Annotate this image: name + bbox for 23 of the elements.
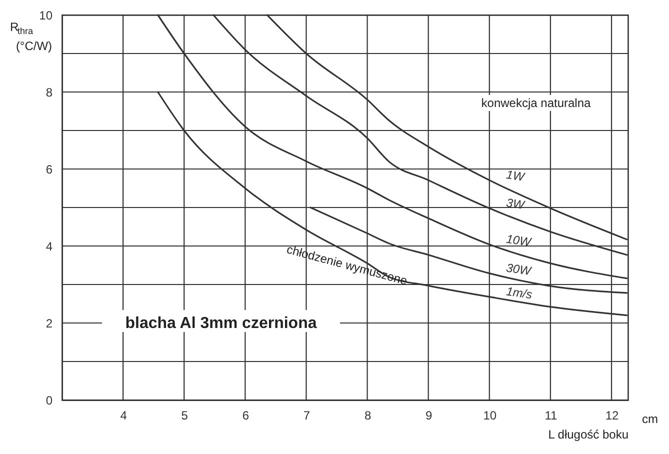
x-tick-label: 6: [242, 408, 250, 422]
annotation: blacha Al 3mm czerniona: [125, 315, 317, 332]
y-tick-label: 6: [46, 162, 53, 176]
x-tick-label: 4: [120, 408, 128, 422]
x-axis-title: L długość boku: [548, 428, 628, 442]
x-tick-label: 7: [303, 408, 310, 422]
x-tick-label: 8: [364, 408, 372, 422]
y-tick-label: 2: [46, 316, 53, 330]
y-tick-label: 0: [46, 394, 53, 408]
y-tick-label: 4: [46, 240, 53, 254]
text: 1W: [505, 168, 527, 184]
text: 30W: [505, 260, 534, 278]
text: 10W: [505, 232, 534, 250]
x-tick-label: 10: [483, 408, 497, 422]
text: cm: [642, 412, 658, 426]
x-tick-label: 12: [605, 408, 620, 422]
x-tick-label: 9: [426, 408, 432, 422]
y-tick-label: 8: [46, 86, 53, 100]
x-tick-label: 11: [544, 408, 558, 422]
annotation: konwekcja naturalna: [481, 96, 592, 110]
x-tick-label: 5: [181, 408, 188, 422]
text: 1m/s: [505, 284, 534, 302]
y-tick-label: 10: [39, 8, 53, 22]
